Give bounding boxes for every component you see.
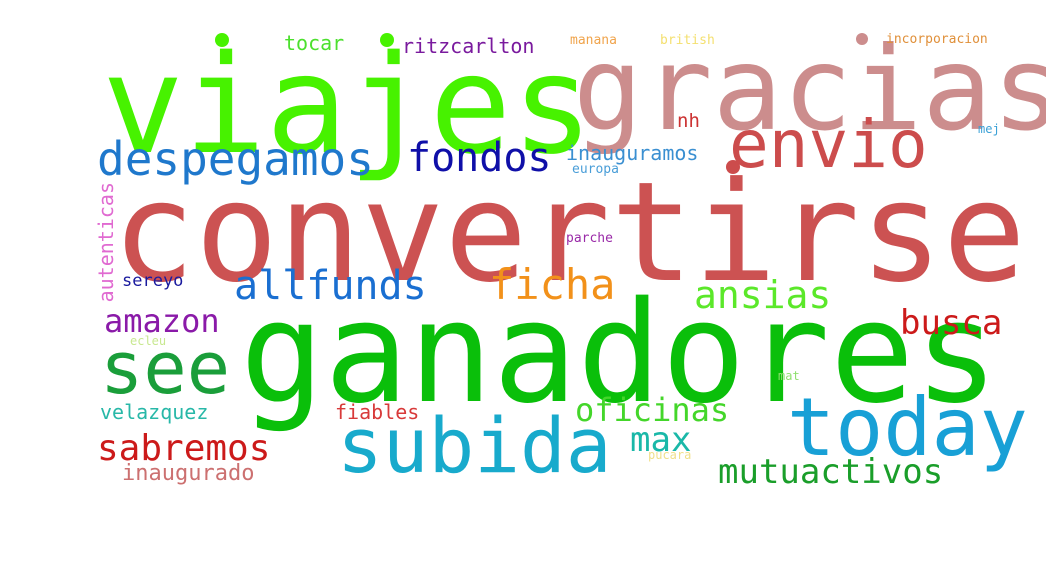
word-despegamos: despegamos [97, 132, 374, 186]
word-envio: envio [729, 106, 928, 183]
word-incorporacion: incorporacion [886, 32, 988, 47]
word-amazon: amazon [104, 302, 220, 340]
word-fiables: fiables [335, 400, 420, 424]
dot-icon [856, 33, 868, 45]
word-max: max [630, 420, 692, 460]
word-ansias: ansias [694, 273, 832, 317]
word-gracias: gracias [573, 22, 1046, 157]
dot-icon [726, 160, 740, 174]
word-british: british [660, 33, 715, 48]
word-mej: mej [978, 122, 1000, 136]
word-ecleu: ecleu [130, 334, 167, 348]
word-europa: europa [572, 162, 619, 177]
word-fondos: fondos [407, 135, 552, 181]
word-viajes: viajes [102, 27, 594, 185]
word-velazquez: velazquez [100, 400, 209, 424]
word-manana: manana [570, 33, 617, 48]
word-convertirse: convertirse [112, 152, 1026, 313]
word-ficha: ficha [489, 260, 616, 309]
word-oficinas: oficinas [575, 391, 730, 429]
word-allfunds: allfunds [234, 263, 427, 309]
word-sabremos: sabremos [97, 428, 271, 469]
word-see: see [100, 326, 231, 410]
word-ganadores: ganadores [240, 272, 999, 435]
word-autenticas: autenticas [94, 182, 118, 303]
word-ritzcarlton: ritzcarlton [402, 34, 535, 58]
dot-icon [215, 33, 229, 47]
word-sereyo: sereyo [122, 271, 184, 291]
word-nh: nh [677, 110, 700, 132]
dot-icon [380, 33, 394, 47]
word-busca: busca [900, 303, 1003, 343]
word-today: today [787, 381, 1028, 474]
word-parche: parche [566, 231, 613, 246]
word-subida: subida [337, 401, 612, 490]
word-inaugurado: inaugurado [122, 461, 255, 486]
word-mutuactivos: mutuactivos [718, 452, 944, 492]
word-mat: mat [778, 369, 800, 383]
word-inauguramos: inauguramos [566, 141, 699, 165]
word-pucara: pucara [648, 448, 692, 462]
word-tocar: tocar [284, 31, 345, 55]
